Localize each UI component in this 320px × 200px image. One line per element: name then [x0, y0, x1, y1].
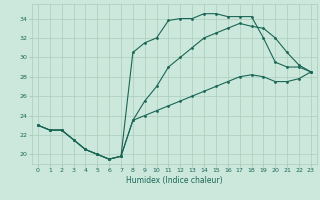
X-axis label: Humidex (Indice chaleur): Humidex (Indice chaleur)	[126, 176, 223, 185]
